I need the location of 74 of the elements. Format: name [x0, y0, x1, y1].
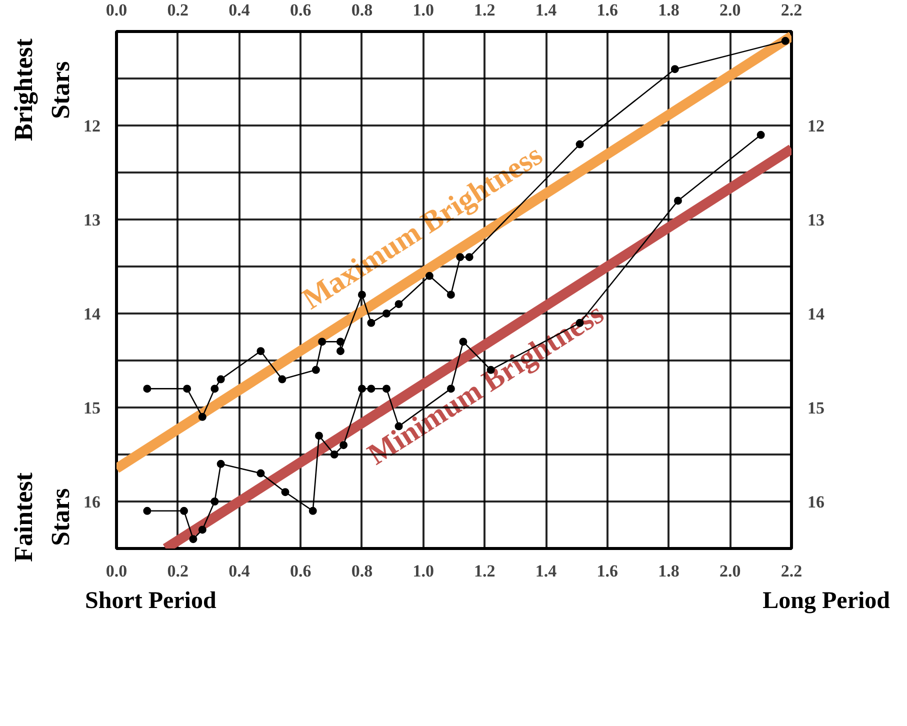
y-tick-label: 16	[84, 492, 100, 512]
point	[143, 384, 152, 393]
point	[330, 450, 338, 458]
point	[315, 432, 323, 440]
x2-tick-label: 0.8	[351, 562, 373, 580]
x2-tick-label: 0.2	[167, 562, 188, 580]
text: Long Period	[762, 587, 890, 616]
point	[216, 460, 225, 468]
point	[180, 506, 188, 515]
point	[456, 253, 464, 262]
x-tick-label: 0.6	[290, 0, 312, 20]
point	[340, 441, 348, 450]
point	[336, 347, 344, 356]
x2-tick-label: 1.6	[596, 562, 618, 580]
text: Faintest Stars	[8, 471, 76, 564]
point	[308, 506, 317, 515]
x-tick-label: 1.6	[596, 0, 618, 20]
point	[198, 526, 206, 534]
x2-tick-label: 2.0	[720, 562, 741, 580]
point	[674, 196, 682, 205]
x2-tick-label: 0.4	[228, 562, 250, 580]
x2-tick-label: 0.0	[106, 562, 128, 580]
x-tick-label: 1.0	[412, 0, 434, 20]
x-tick-label: 2.0	[720, 0, 741, 20]
point	[210, 498, 219, 506]
y2-tick-label: 14	[808, 304, 825, 324]
point	[781, 36, 790, 45]
x-tick-label: 0.8	[351, 0, 373, 20]
point	[216, 375, 225, 384]
text: Short Period	[85, 587, 216, 616]
y-tick-label: 12	[84, 116, 100, 136]
x2-tick-label: 1.8	[658, 562, 680, 580]
point	[318, 338, 326, 346]
x-tick-label: 0.4	[228, 0, 250, 20]
point	[189, 535, 198, 544]
point	[183, 384, 192, 393]
point	[446, 290, 455, 299]
point	[256, 469, 265, 478]
point	[367, 318, 376, 327]
point	[143, 506, 152, 515]
y-tick-label: 15	[84, 398, 100, 418]
x-tick-label: 1.4	[535, 0, 558, 20]
point	[281, 488, 290, 496]
y2-tick-label: 12	[808, 116, 824, 136]
point	[756, 130, 765, 139]
text: Brightest Stars	[8, 38, 76, 144]
x-tick-label: 1.8	[658, 0, 680, 20]
x2-tick-label: 1.2	[474, 562, 496, 580]
point	[336, 338, 344, 346]
point	[210, 384, 219, 393]
x2-tick-label: 0.6	[290, 562, 312, 580]
x-tick-label: 0.0	[106, 0, 128, 20]
x2-tick-label: 2.2	[780, 562, 802, 580]
y2-tick-label: 16	[808, 492, 824, 512]
point	[358, 384, 366, 393]
y2-tick-label: 15	[808, 398, 824, 418]
x2-tick-label: 1.4	[535, 562, 558, 580]
x2-tick-label: 1.0	[412, 562, 434, 580]
x-tick-label: 1.2	[474, 0, 496, 20]
point	[576, 140, 584, 148]
point	[465, 253, 474, 262]
point	[425, 272, 434, 280]
y-tick-label: 13	[84, 210, 100, 230]
y-tick-label: 14	[84, 304, 101, 324]
x-tick-label: 2.2	[780, 0, 802, 20]
point	[256, 347, 265, 356]
y2-tick-label: 13	[808, 210, 824, 230]
point	[198, 412, 206, 421]
point	[278, 375, 286, 384]
point	[459, 338, 468, 346]
point	[382, 310, 390, 318]
point	[312, 366, 320, 374]
point	[670, 65, 679, 74]
x-tick-label: 0.2	[167, 0, 188, 20]
